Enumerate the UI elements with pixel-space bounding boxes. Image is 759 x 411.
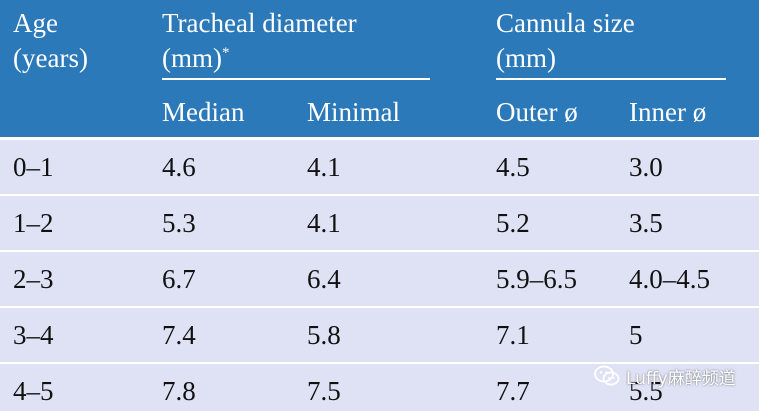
cell-minimal: 6.4 xyxy=(307,264,341,294)
table-row: 0–1 4.6 4.1 4.5 3.0 xyxy=(0,140,759,194)
header-rule-cannula xyxy=(496,78,726,80)
table-row: 2–3 6.7 6.4 5.9–6.5 4.0–4.5 xyxy=(0,252,759,306)
cell-median: 4.6 xyxy=(162,152,196,182)
table-row: 1–2 5.3 4.1 5.2 3.5 xyxy=(0,196,759,250)
cell-median: 7.8 xyxy=(162,376,196,406)
header-tracheal-diameter: Tracheal diameter xyxy=(162,8,357,38)
subheader-minimal: Minimal xyxy=(307,97,400,127)
cell-inner: 5.5 xyxy=(629,376,663,406)
cell-age: 0–1 xyxy=(13,152,54,182)
cell-age: 1–2 xyxy=(13,208,54,238)
header-rule-tracheal xyxy=(162,78,430,80)
cell-age: 3–4 xyxy=(13,320,54,350)
table-header: Age (years) Tracheal diameter (mm)* Cann… xyxy=(0,0,759,137)
cell-outer: 4.5 xyxy=(496,152,530,182)
cell-age: 4–5 xyxy=(13,376,54,406)
cell-inner: 4.0–4.5 xyxy=(629,264,710,294)
cell-median: 5.3 xyxy=(162,208,196,238)
cell-outer: 5.2 xyxy=(496,208,530,238)
cell-median: 7.4 xyxy=(162,320,196,350)
subheader-inner-diameter: Inner ø xyxy=(629,97,707,127)
watermark: Luffy麻醉频道 xyxy=(594,362,736,390)
header-age-unit: (years) xyxy=(13,43,88,73)
cell-inner: 5 xyxy=(629,320,643,350)
header-tracheal-unit: (mm)* xyxy=(162,43,230,73)
cell-inner: 3.0 xyxy=(629,152,663,182)
header-cannula-unit: (mm) xyxy=(496,43,556,73)
cell-inner: 3.5 xyxy=(629,208,663,238)
cell-minimal: 4.1 xyxy=(307,152,341,182)
cell-minimal: 7.5 xyxy=(307,376,341,406)
header-cannula-size: Cannula size xyxy=(496,8,635,38)
header-age: Age xyxy=(13,8,58,38)
cell-median: 6.7 xyxy=(162,264,196,294)
cell-outer: 7.1 xyxy=(496,320,530,350)
table-row: 4–5 7.8 7.5 7.7 5.5 xyxy=(0,364,759,411)
subheader-outer-diameter: Outer ø xyxy=(496,97,578,127)
cell-minimal: 4.1 xyxy=(307,208,341,238)
cell-age: 2–3 xyxy=(13,264,54,294)
wechat-icon xyxy=(594,365,620,387)
table-row: 3–4 7.4 5.8 7.1 5 xyxy=(0,308,759,362)
subheader-median: Median xyxy=(162,97,245,127)
footnote-marker: * xyxy=(222,45,230,61)
watermark-text: Luffy麻醉频道 xyxy=(626,368,736,389)
cell-minimal: 5.8 xyxy=(307,320,341,350)
cell-outer: 5.9–6.5 xyxy=(496,264,577,294)
cell-outer: 7.7 xyxy=(496,376,530,406)
